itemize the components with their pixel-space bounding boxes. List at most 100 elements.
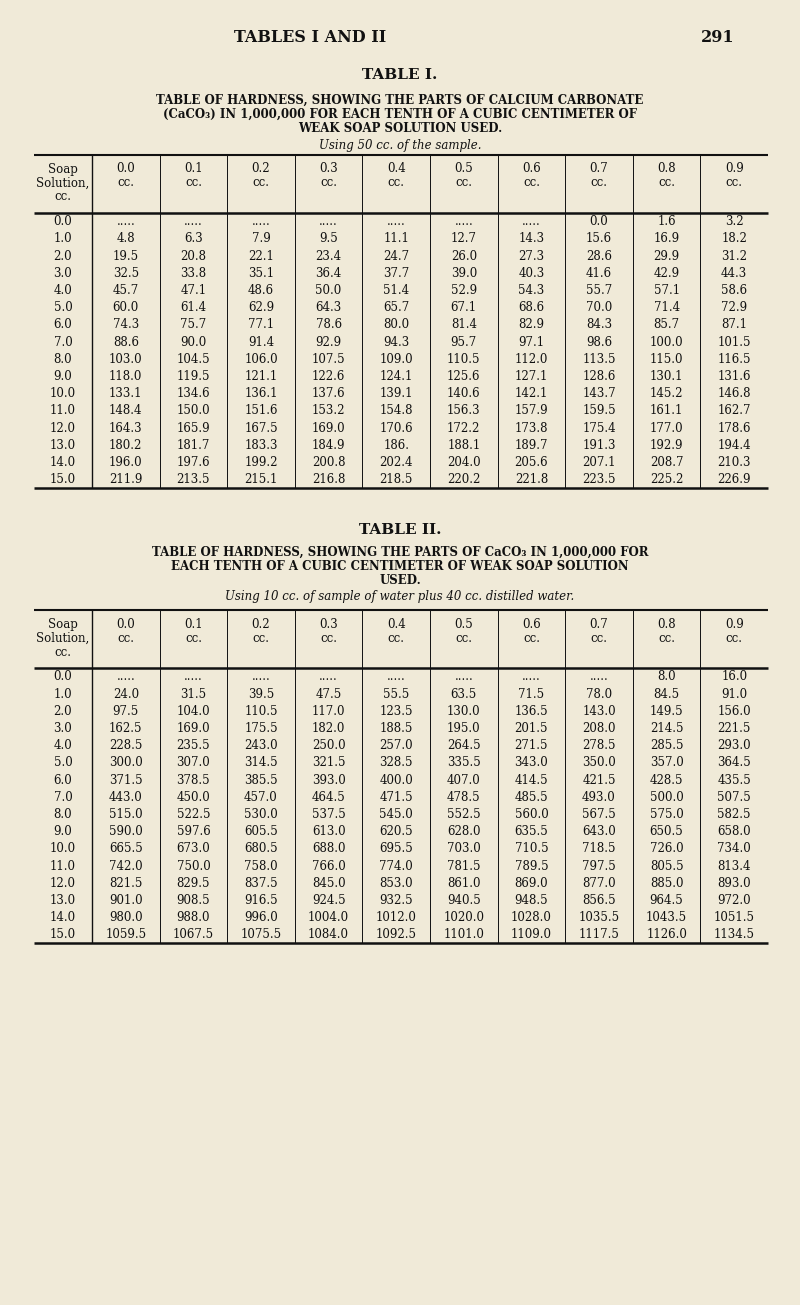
Text: 1117.5: 1117.5 (578, 928, 619, 941)
Text: 169.0: 169.0 (312, 422, 346, 435)
Text: 703.0: 703.0 (447, 842, 481, 855)
Text: cc.: cc. (523, 176, 540, 189)
Text: cc.: cc. (388, 176, 405, 189)
Text: 0.6: 0.6 (522, 163, 541, 175)
Text: 485.5: 485.5 (514, 791, 548, 804)
Text: 146.8: 146.8 (718, 388, 751, 401)
Text: 628.0: 628.0 (447, 825, 481, 838)
Text: 50.0: 50.0 (315, 284, 342, 298)
Text: 197.6: 197.6 (177, 455, 210, 468)
Text: 202.4: 202.4 (379, 455, 413, 468)
Text: 11.0: 11.0 (50, 405, 76, 418)
Text: 908.5: 908.5 (177, 894, 210, 907)
Text: 877.0: 877.0 (582, 877, 616, 890)
Text: .....: ..... (522, 215, 541, 228)
Text: 291: 291 (701, 30, 735, 47)
Text: 695.5: 695.5 (379, 842, 413, 855)
Text: 23.4: 23.4 (315, 249, 342, 262)
Text: cc.: cc. (455, 176, 472, 189)
Text: 107.5: 107.5 (312, 352, 346, 365)
Text: 167.5: 167.5 (244, 422, 278, 435)
Text: .....: ..... (454, 671, 473, 684)
Text: 507.5: 507.5 (718, 791, 751, 804)
Text: 3.0: 3.0 (54, 722, 72, 735)
Text: 47.5: 47.5 (315, 688, 342, 701)
Text: 829.5: 829.5 (177, 877, 210, 890)
Text: 55.7: 55.7 (586, 284, 612, 298)
Text: 58.6: 58.6 (721, 284, 747, 298)
Text: 620.5: 620.5 (379, 825, 413, 838)
Text: 210.3: 210.3 (718, 455, 751, 468)
Text: 137.6: 137.6 (312, 388, 346, 401)
Text: 67.1: 67.1 (450, 301, 477, 315)
Text: TABLE II.: TABLE II. (358, 523, 442, 538)
Text: 364.5: 364.5 (718, 757, 751, 770)
Text: 165.9: 165.9 (177, 422, 210, 435)
Text: 91.0: 91.0 (721, 688, 747, 701)
Text: 680.5: 680.5 (244, 842, 278, 855)
Text: 300.0: 300.0 (109, 757, 142, 770)
Text: 24.7: 24.7 (383, 249, 410, 262)
Text: 110.5: 110.5 (244, 705, 278, 718)
Text: 142.1: 142.1 (514, 388, 548, 401)
Text: cc.: cc. (658, 176, 675, 189)
Text: 988.0: 988.0 (177, 911, 210, 924)
Text: 371.5: 371.5 (109, 774, 142, 787)
Text: 228.5: 228.5 (109, 739, 142, 752)
Text: 54.3: 54.3 (518, 284, 545, 298)
Text: 162.5: 162.5 (109, 722, 142, 735)
Text: 204.0: 204.0 (447, 455, 481, 468)
Text: 225.2: 225.2 (650, 474, 683, 485)
Text: 221.8: 221.8 (514, 474, 548, 485)
Text: 106.0: 106.0 (244, 352, 278, 365)
Text: 226.9: 226.9 (718, 474, 751, 485)
Text: 658.0: 658.0 (718, 825, 751, 838)
Text: WEAK SOAP SOLUTION USED.: WEAK SOAP SOLUTION USED. (298, 121, 502, 134)
Text: 13.0: 13.0 (50, 894, 76, 907)
Text: 90.0: 90.0 (180, 335, 206, 348)
Text: 12.0: 12.0 (50, 877, 76, 890)
Text: 378.5: 378.5 (177, 774, 210, 787)
Text: 8.0: 8.0 (54, 352, 72, 365)
Text: cc.: cc. (590, 632, 607, 645)
Text: 797.5: 797.5 (582, 860, 616, 873)
Text: 151.6: 151.6 (244, 405, 278, 418)
Text: 293.0: 293.0 (718, 739, 751, 752)
Text: 215.1: 215.1 (244, 474, 278, 485)
Text: cc.: cc. (253, 632, 270, 645)
Text: 65.7: 65.7 (383, 301, 410, 315)
Text: .....: ..... (117, 215, 135, 228)
Text: 673.0: 673.0 (177, 842, 210, 855)
Text: 0.0: 0.0 (117, 617, 135, 630)
Text: 805.5: 805.5 (650, 860, 683, 873)
Text: 55.5: 55.5 (383, 688, 410, 701)
Text: 12.7: 12.7 (451, 232, 477, 245)
Text: 186.: 186. (383, 438, 409, 452)
Text: 16.0: 16.0 (721, 671, 747, 684)
Text: 0.5: 0.5 (454, 617, 473, 630)
Text: TABLE I.: TABLE I. (362, 68, 438, 82)
Text: 124.1: 124.1 (379, 369, 413, 382)
Text: 47.1: 47.1 (180, 284, 206, 298)
Text: 195.0: 195.0 (447, 722, 481, 735)
Text: 130.0: 130.0 (447, 705, 481, 718)
Text: 220.2: 220.2 (447, 474, 481, 485)
Text: 104.0: 104.0 (177, 705, 210, 718)
Text: 42.9: 42.9 (654, 266, 680, 279)
Text: 766.0: 766.0 (312, 860, 346, 873)
Text: 450.0: 450.0 (177, 791, 210, 804)
Text: 493.0: 493.0 (582, 791, 616, 804)
Text: 4.8: 4.8 (117, 232, 135, 245)
Text: 15.0: 15.0 (50, 928, 76, 941)
Text: .....: ..... (522, 671, 541, 684)
Text: 29.9: 29.9 (654, 249, 680, 262)
Text: 64.3: 64.3 (315, 301, 342, 315)
Text: 0.2: 0.2 (252, 617, 270, 630)
Text: 63.5: 63.5 (450, 688, 477, 701)
Text: 188.1: 188.1 (447, 438, 481, 452)
Text: 35.1: 35.1 (248, 266, 274, 279)
Text: 71.5: 71.5 (518, 688, 545, 701)
Text: 116.5: 116.5 (718, 352, 751, 365)
Text: 0.7: 0.7 (590, 617, 608, 630)
Text: 20.8: 20.8 (180, 249, 206, 262)
